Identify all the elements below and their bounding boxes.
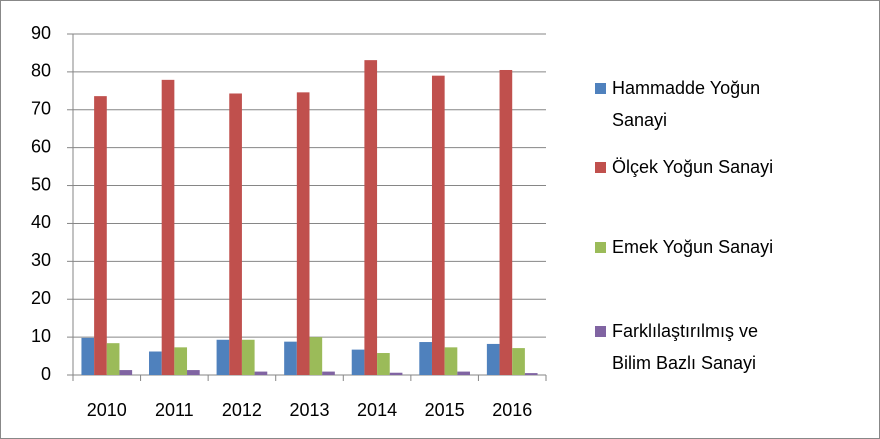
- bar: [284, 341, 297, 375]
- legend-item: Ölçek Yoğun Sanayi: [595, 151, 773, 183]
- bar: [296, 92, 310, 376]
- y-tick-label: 70: [31, 99, 51, 119]
- y-tick-label: 0: [41, 364, 51, 384]
- legend-swatch: [595, 326, 606, 337]
- bar: [322, 371, 335, 375]
- bar: [457, 371, 470, 375]
- bar: [419, 342, 432, 375]
- legend-swatch: [595, 162, 606, 173]
- bar: [241, 339, 255, 375]
- bar: [119, 370, 133, 375]
- bar: [187, 370, 200, 375]
- legend-item: Farklılaştırılmış ve Bilim Bazlı Sanayi: [595, 315, 785, 379]
- bar: [351, 349, 365, 375]
- bar: [431, 75, 445, 375]
- bar: [149, 351, 162, 375]
- bar: [524, 373, 538, 375]
- bar: [216, 339, 230, 375]
- bar: [364, 60, 378, 375]
- bar: [377, 353, 390, 375]
- bar: [106, 343, 120, 375]
- legend-item: Hammadde Yoğun Sanayi: [595, 72, 785, 136]
- x-tick-label: 2012: [222, 400, 262, 420]
- x-tick-label: 2013: [289, 400, 329, 420]
- bar: [81, 337, 95, 375]
- y-tick-label: 10: [31, 326, 51, 346]
- y-tick-label: 40: [31, 212, 51, 232]
- legend-label: Emek Yoğun Sanayi: [612, 237, 774, 257]
- bar: [486, 343, 500, 375]
- x-tick-label: 2011: [155, 400, 194, 420]
- bar: [94, 96, 107, 375]
- bar: [174, 347, 188, 375]
- x-tick-label: 2015: [425, 400, 465, 420]
- bar: [161, 79, 175, 376]
- y-tick-label: 90: [31, 23, 51, 43]
- x-tick-label: 2016: [492, 400, 532, 420]
- bar: [309, 337, 323, 375]
- bar: [254, 371, 268, 375]
- bar: [229, 93, 242, 375]
- legend-swatch: [595, 242, 606, 253]
- y-tick-label: 20: [31, 288, 51, 308]
- bar: [499, 69, 513, 375]
- y-tick-label: 50: [31, 174, 51, 194]
- bar: [444, 347, 458, 375]
- legend-label: Farklılaştırılmış ve Bilim Bazlı Sanayi: [612, 321, 759, 373]
- legend-label: Hammadde Yoğun Sanayi: [612, 78, 761, 130]
- legend-item: Emek Yoğun Sanayi: [595, 231, 773, 263]
- legend-label: Ölçek Yoğun Sanayi: [612, 157, 774, 177]
- y-tick-label: 60: [31, 136, 51, 156]
- legend-swatch: [595, 83, 606, 94]
- y-tick-label: 30: [31, 250, 51, 270]
- x-tick-label: 2014: [357, 400, 397, 420]
- bar: [512, 348, 525, 375]
- y-tick-label: 80: [31, 61, 51, 81]
- bar: [389, 372, 403, 375]
- x-tick-label: 2010: [87, 400, 127, 420]
